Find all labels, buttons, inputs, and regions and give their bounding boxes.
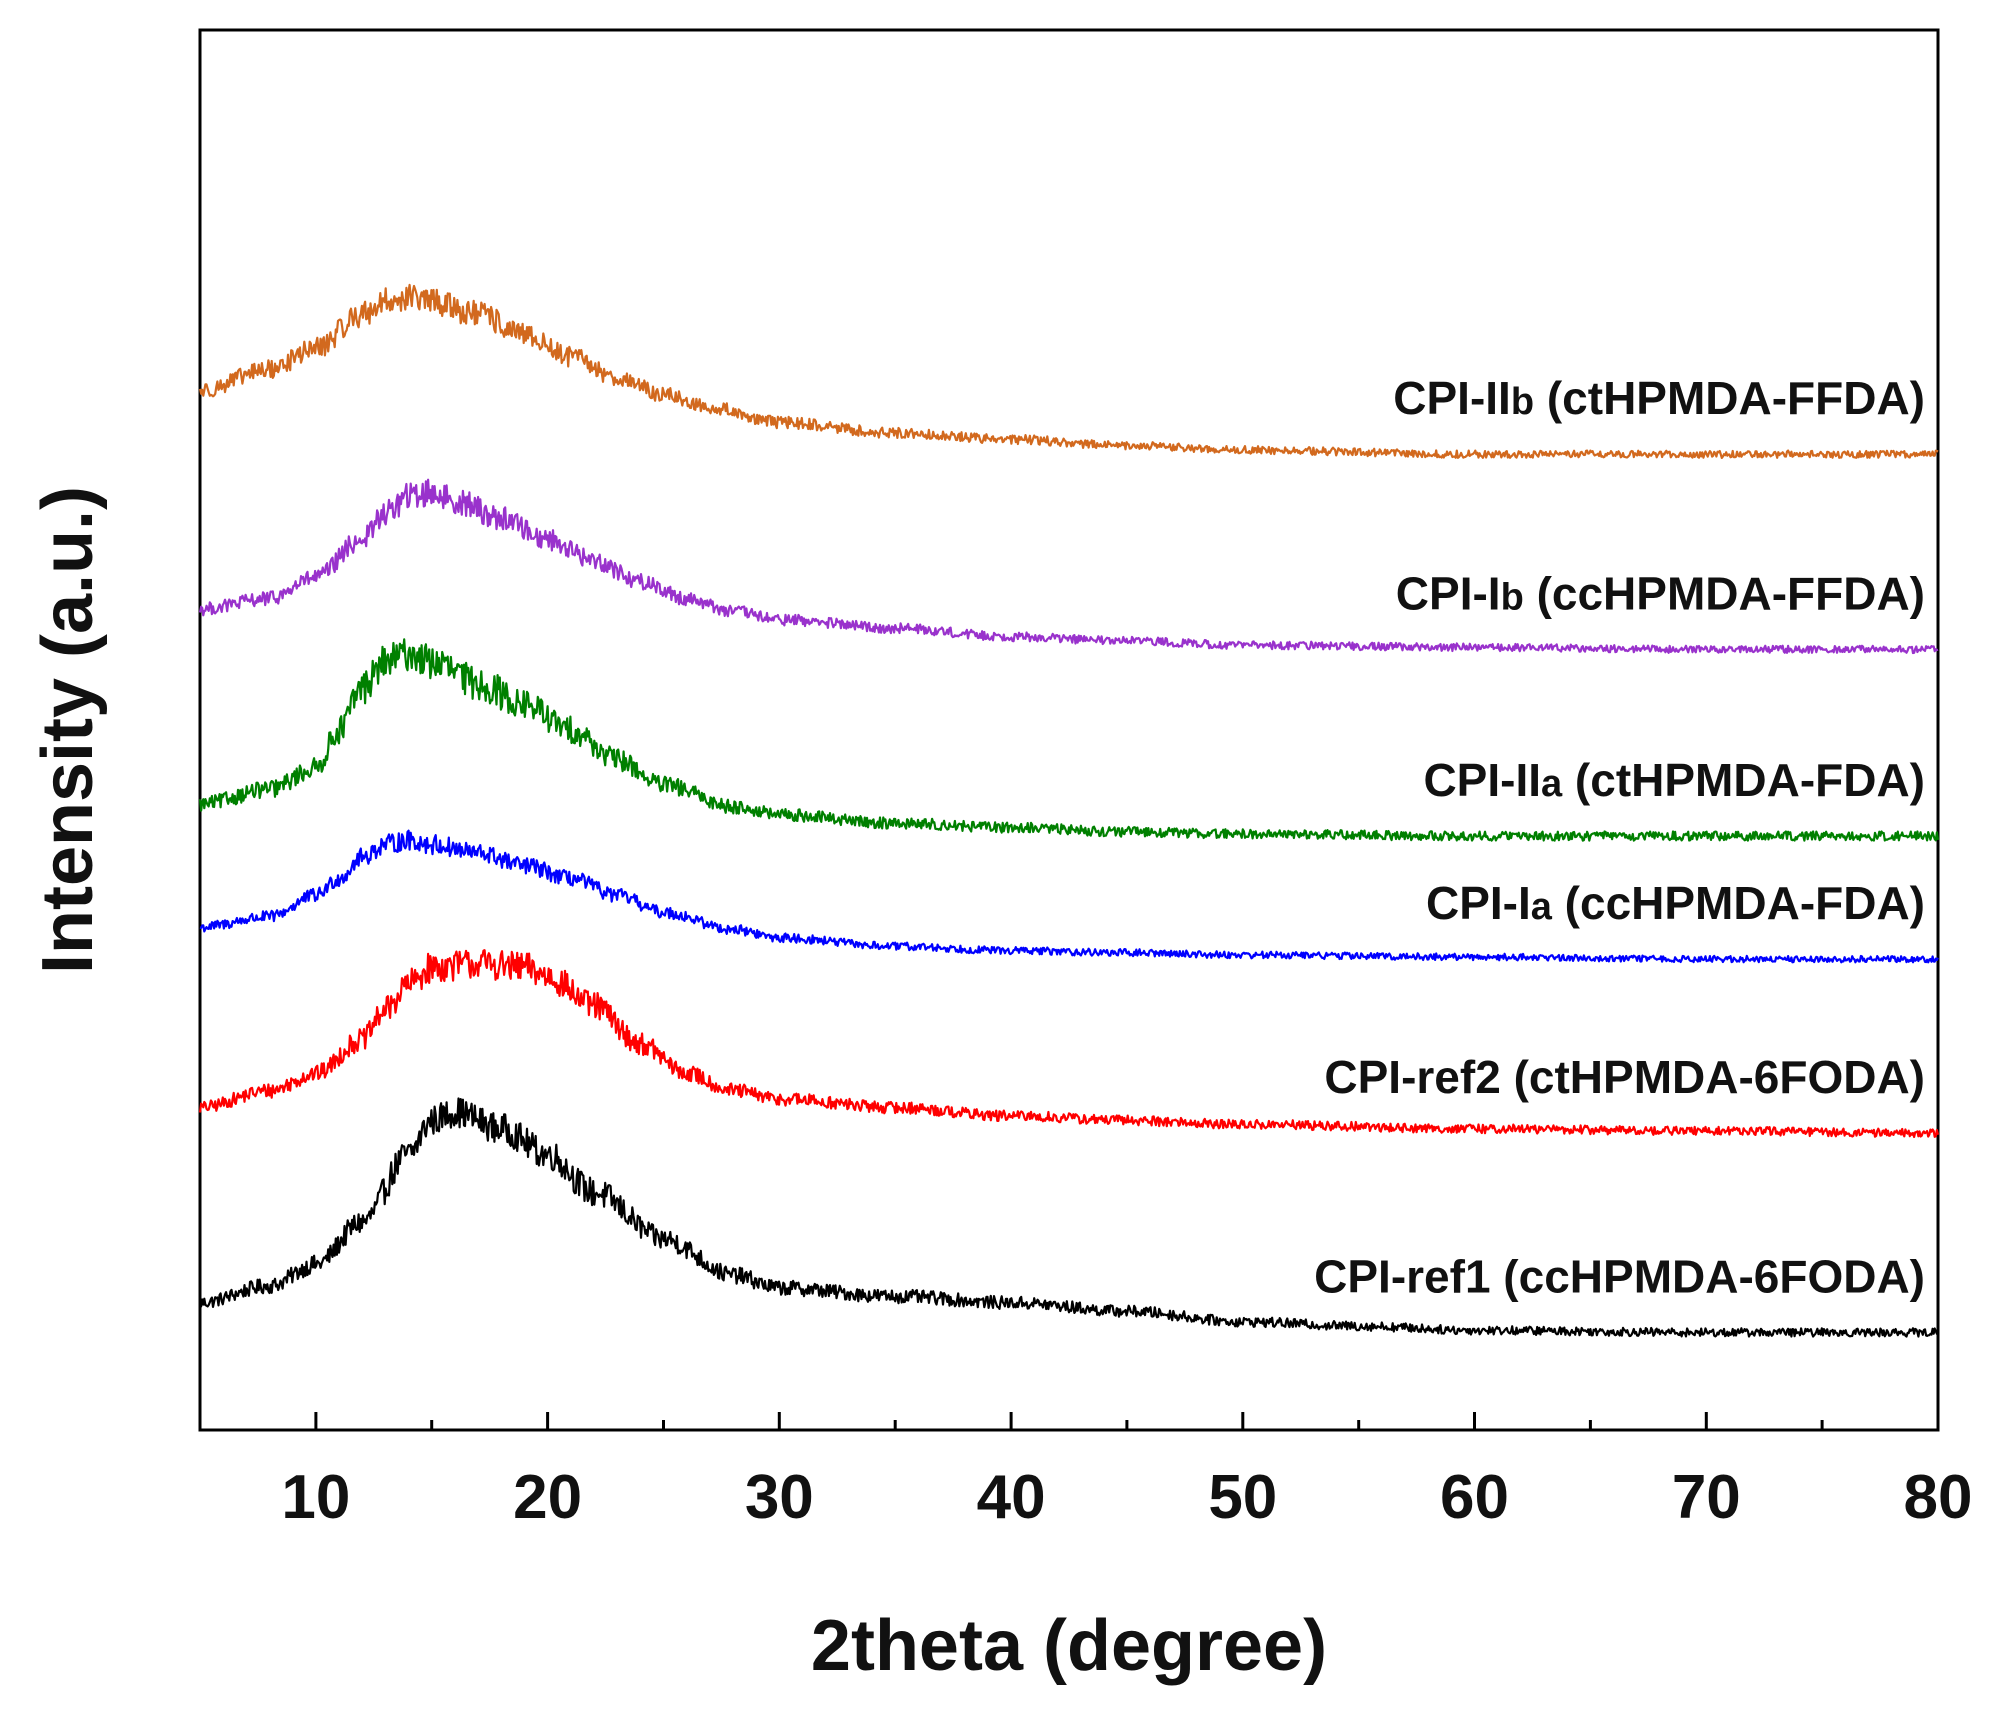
- series-line-4: [198, 638, 1940, 842]
- series-label-6: CPI-IIb (ctHPMDA-FFDA): [1393, 372, 1925, 424]
- x-tick-label: 60: [1440, 1463, 1509, 1532]
- series-line-6: [198, 283, 1939, 459]
- series-label-4: CPI-IIa (ctHPMDA-FDA): [1423, 754, 1925, 806]
- x-tick-label: 20: [513, 1463, 582, 1532]
- series-line-5: [198, 478, 1939, 655]
- y-axis-label: Intensity (a.u.): [28, 486, 108, 974]
- x-tick-label: 80: [1904, 1463, 1973, 1532]
- series-layer: [198, 283, 1940, 1338]
- x-axis-ticks: 10 20 30 40 50 60 70 80: [198, 1412, 1973, 1532]
- x-tick-label: 30: [745, 1463, 814, 1532]
- plot-frame: [198, 28, 1940, 1432]
- x-tick-label: 10: [281, 1463, 350, 1532]
- series-line-2: [198, 949, 1940, 1139]
- series-label-2: CPI-ref2 (ctHPMDA-6FODA): [1324, 1051, 1925, 1103]
- series-line-3: [199, 829, 1939, 964]
- x-tick-label: 70: [1672, 1463, 1741, 1532]
- x-axis-label: 2theta (degree): [811, 1606, 1327, 1686]
- series-label-3: CPI-Ia (ccHPMDA-FDA): [1426, 877, 1925, 929]
- series-line-1: [198, 1097, 1940, 1338]
- series-label-5: CPI-Ib (ccHPMDA-FFDA): [1396, 567, 1925, 619]
- series-labels: CPI-ref1 (ccHPMDA-6FODA) CPI-ref2 (ctHPMD…: [1314, 372, 1925, 1302]
- x-tick-label: 40: [977, 1463, 1046, 1532]
- x-tick-label: 50: [1208, 1463, 1277, 1532]
- series-label-1: CPI-ref1 (ccHPMDA-6FODA): [1314, 1250, 1925, 1302]
